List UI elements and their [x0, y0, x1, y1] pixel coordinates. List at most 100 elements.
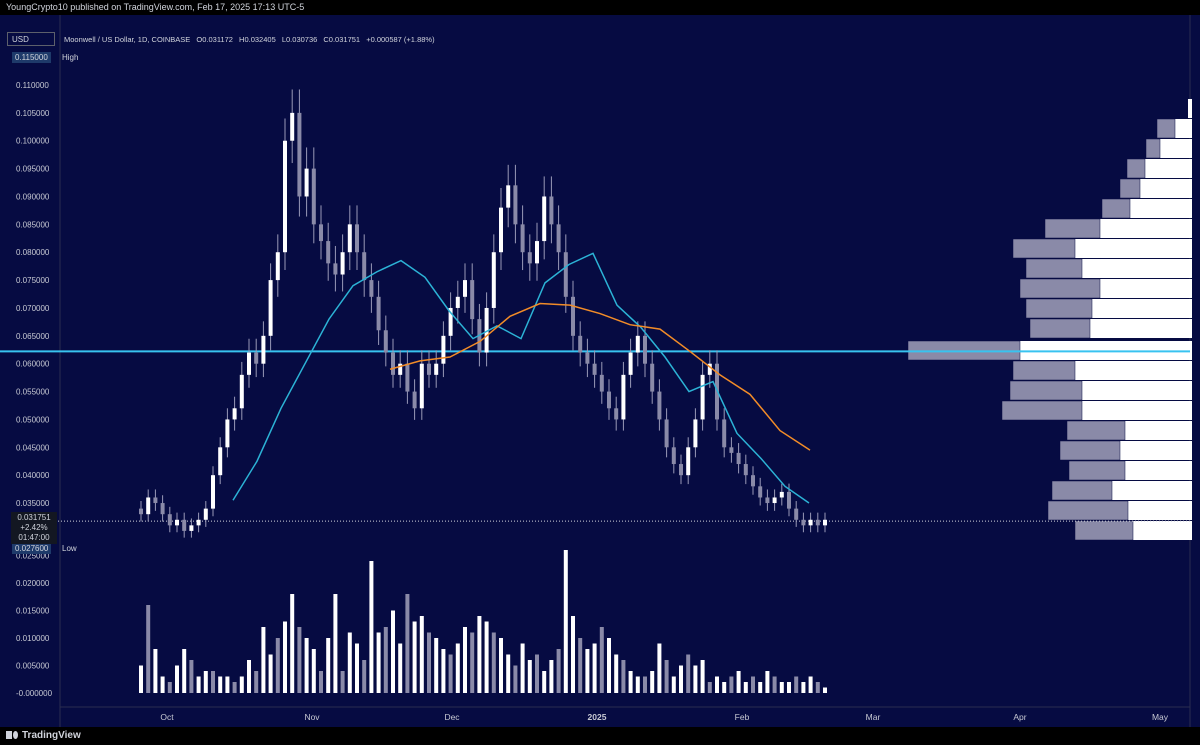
- candle-body[interactable]: [736, 452, 741, 465]
- candle-body[interactable]: [218, 447, 223, 476]
- candle-body[interactable]: [203, 508, 208, 520]
- candle-body[interactable]: [463, 280, 467, 297]
- candle-body[interactable]: [268, 280, 273, 336]
- candle-body[interactable]: [628, 352, 633, 375]
- candle-body[interactable]: [448, 307, 453, 336]
- candle-body[interactable]: [592, 363, 597, 375]
- candle-body[interactable]: [261, 335, 266, 364]
- candle-body[interactable]: [513, 185, 518, 225]
- candle-body[interactable]: [527, 252, 532, 264]
- candle-body[interactable]: [290, 112, 295, 141]
- candle-body[interactable]: [635, 335, 640, 353]
- tradingview-logo[interactable]: TradingView: [6, 727, 81, 745]
- candle-body[interactable]: [383, 330, 388, 353]
- candle-body[interactable]: [779, 491, 784, 498]
- candle-body[interactable]: [621, 374, 626, 420]
- candle-body[interactable]: [189, 525, 194, 531]
- candle-body[interactable]: [160, 503, 165, 515]
- candle-body[interactable]: [657, 391, 662, 420]
- candle-body[interactable]: [722, 419, 727, 448]
- candle-body[interactable]: [571, 296, 575, 336]
- candle-body[interactable]: [787, 491, 791, 509]
- candle-body[interactable]: [455, 296, 460, 308]
- candle-body[interactable]: [175, 519, 179, 526]
- candle-body[interactable]: [167, 514, 172, 526]
- candle-body[interactable]: [585, 352, 590, 364]
- candle-body[interactable]: [434, 363, 439, 375]
- candle-body[interactable]: [679, 464, 683, 476]
- candle-body[interactable]: [247, 352, 251, 375]
- candle-body[interactable]: [146, 497, 151, 515]
- candle-body[interactable]: [563, 252, 568, 297]
- candle-body[interactable]: [340, 252, 345, 275]
- candle-body[interactable]: [772, 497, 777, 504]
- candle-body[interactable]: [614, 408, 619, 420]
- candle-body[interactable]: [311, 168, 316, 225]
- candle-body[interactable]: [297, 112, 302, 197]
- volume-profile-down-bar: [1025, 258, 1083, 279]
- candle-body[interactable]: [283, 140, 287, 253]
- candle-body[interactable]: [751, 475, 755, 487]
- candle-body[interactable]: [549, 196, 554, 225]
- candle-body[interactable]: [542, 196, 547, 242]
- volume-bar: [556, 649, 561, 693]
- candle-body[interactable]: [232, 408, 237, 420]
- candle-body[interactable]: [275, 252, 280, 281]
- candle-body[interactable]: [398, 363, 403, 375]
- candle-body[interactable]: [362, 252, 367, 281]
- candle-body[interactable]: [643, 335, 647, 364]
- candle-body[interactable]: [743, 464, 748, 476]
- candle-body[interactable]: [599, 374, 604, 392]
- candle-body[interactable]: [729, 447, 734, 453]
- candle-body[interactable]: [225, 419, 230, 448]
- candle-body[interactable]: [700, 374, 705, 420]
- candle-body[interactable]: [347, 224, 352, 253]
- candle-body[interactable]: [801, 519, 806, 526]
- chart-area[interactable]: 0.110000 0.105000 0.100000 0.095000 0.090000…: [0, 15, 1200, 727]
- candle-body[interactable]: [326, 241, 331, 264]
- candle-body[interactable]: [499, 207, 503, 253]
- candle-body[interactable]: [412, 391, 417, 409]
- candle-body[interactable]: [355, 224, 359, 253]
- candle-body[interactable]: [419, 363, 424, 409]
- currency-button[interactable]: USD: [7, 32, 55, 46]
- candle-body[interactable]: [794, 508, 799, 520]
- candle-body[interactable]: [671, 447, 676, 465]
- candle-body[interactable]: [441, 335, 446, 364]
- candle-body[interactable]: [808, 519, 813, 526]
- candle-body[interactable]: [153, 497, 158, 504]
- candle-body[interactable]: [182, 519, 187, 531]
- candle-body[interactable]: [650, 363, 655, 392]
- candle-body[interactable]: [376, 296, 381, 331]
- candle-body[interactable]: [391, 352, 395, 375]
- candle-body[interactable]: [823, 519, 827, 526]
- candle-body[interactable]: [556, 224, 561, 253]
- candle-body[interactable]: [319, 224, 323, 242]
- candle-body[interactable]: [491, 252, 496, 308]
- candle-body[interactable]: [239, 374, 244, 409]
- candle-body[interactable]: [765, 497, 770, 504]
- candle-body[interactable]: [686, 447, 691, 476]
- price-chart-svg[interactable]: 0.110000 0.105000 0.100000 0.095000 0.090000…: [0, 15, 1200, 727]
- candle-body[interactable]: [693, 419, 698, 448]
- candle-body[interactable]: [707, 363, 712, 375]
- candle-body[interactable]: [578, 335, 583, 353]
- candle-body[interactable]: [405, 363, 410, 392]
- candle-body[interactable]: [254, 352, 259, 364]
- candle-body[interactable]: [304, 168, 309, 197]
- candle-body[interactable]: [196, 519, 201, 526]
- candle-body[interactable]: [815, 519, 820, 526]
- candle-body[interactable]: [369, 280, 374, 297]
- candle-body[interactable]: [470, 280, 475, 320]
- candle-body[interactable]: [520, 224, 525, 253]
- candle-body[interactable]: [506, 185, 511, 208]
- candle-body[interactable]: [333, 263, 338, 275]
- candle-body[interactable]: [535, 241, 539, 264]
- candle-body[interactable]: [758, 486, 763, 498]
- candle-body[interactable]: [139, 508, 143, 515]
- candle-body[interactable]: [664, 419, 669, 448]
- candle-body[interactable]: [607, 391, 611, 409]
- candle-body[interactable]: [427, 363, 431, 375]
- candle-body[interactable]: [211, 475, 215, 509]
- candle-body[interactable]: [484, 307, 489, 353]
